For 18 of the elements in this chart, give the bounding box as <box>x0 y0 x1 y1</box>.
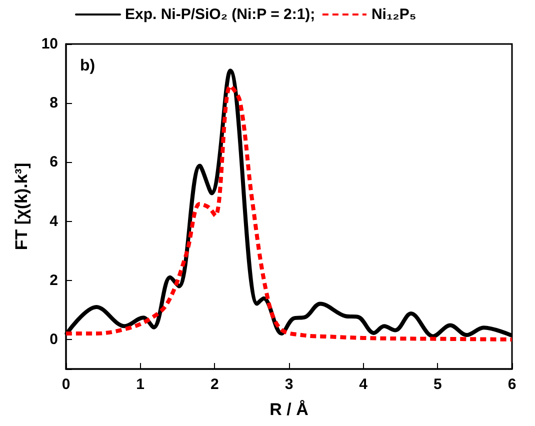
x-tick-label: 6 <box>508 376 516 393</box>
y-tick-label: 0 <box>50 330 58 348</box>
legend-label: Ni₁₂P₅ <box>371 6 416 23</box>
x-tick-label: 4 <box>359 376 368 393</box>
x-tick-label: 0 <box>62 376 70 393</box>
y-axis-title: FT [χ(k).k³] <box>12 162 31 250</box>
annotation: b) <box>80 58 96 74</box>
x-axis-title: R / Å <box>270 400 308 419</box>
x-tick-label: 5 <box>433 376 442 393</box>
legend-label: Exp. Ni-P/SiO₂ (Ni:P = 2:1); <box>125 6 316 23</box>
y-tick-label: 10 <box>41 36 58 52</box>
y-tick-label: 4 <box>50 212 59 230</box>
x-tick-label: 1 <box>136 376 145 393</box>
y-tick-label: 2 <box>50 272 58 289</box>
x-tick-label: 3 <box>284 376 294 393</box>
y-tick-label: 8 <box>50 94 58 112</box>
y-tick-label: 6 <box>50 154 58 171</box>
x-tick-label: 2 <box>210 376 219 393</box>
